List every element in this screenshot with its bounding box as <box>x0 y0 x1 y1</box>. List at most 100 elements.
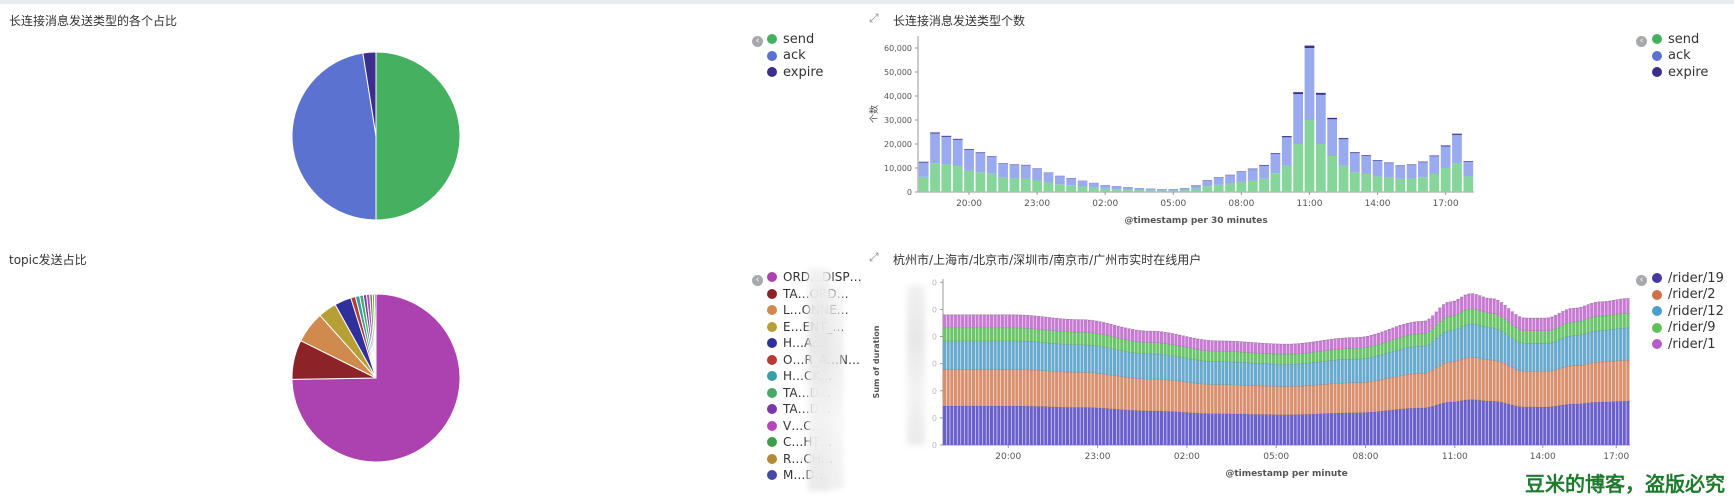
bar-rider2-114[interactable] <box>1355 382 1359 413</box>
bar-rider19-79[interactable] <box>1228 413 1232 445</box>
bar-rider1-32[interactable] <box>1058 318 1062 332</box>
bar-rider19-47[interactable] <box>1112 409 1117 445</box>
bar-rider9-151[interactable] <box>1488 313 1493 328</box>
bar-rider19-113[interactable] <box>1351 412 1355 445</box>
bar-rider12-174[interactable] <box>1572 335 1576 366</box>
bar-rider2-137[interactable] <box>1438 365 1442 404</box>
legend-item-type-1[interactable]: ack <box>767 48 823 65</box>
bar-rider1-135[interactable] <box>1431 315 1435 329</box>
bar-rider9-104[interactable] <box>1319 351 1323 362</box>
legend-item-type-0[interactable]: send <box>767 31 823 48</box>
bar-rider2-60[interactable] <box>1159 379 1164 412</box>
bar-rider12-173[interactable] <box>1568 335 1572 366</box>
bar-rider19-116[interactable] <box>1362 412 1366 445</box>
bar-rider2-72[interactable] <box>1203 384 1207 414</box>
bar-rider1-100[interactable] <box>1304 342 1308 354</box>
bar-rider2-7[interactable] <box>968 369 972 406</box>
bar-rider2-85[interactable] <box>1250 385 1254 415</box>
bar-rider19-34[interactable] <box>1065 407 1070 445</box>
bar-rider1-39[interactable] <box>1084 319 1088 333</box>
bar-rider12-41[interactable] <box>1091 345 1095 373</box>
bar-rider2-86[interactable] <box>1253 385 1258 415</box>
bar-rider2-154[interactable] <box>1499 362 1503 403</box>
bar-rider12-182[interactable] <box>1601 330 1605 362</box>
bar-rider2-177[interactable] <box>1582 364 1587 404</box>
bar-rider1-37[interactable] <box>1076 319 1080 333</box>
bar-rider12-103[interactable] <box>1315 362 1319 385</box>
bar-rider2-98[interactable] <box>1297 386 1301 415</box>
bar-rider12-100[interactable] <box>1304 363 1308 386</box>
bar-rider19-182[interactable] <box>1601 402 1605 445</box>
bar-rider19-99[interactable] <box>1300 414 1305 445</box>
bar-rider1-138[interactable] <box>1441 304 1446 319</box>
bar-rider2-186[interactable] <box>1615 360 1619 402</box>
bar-rider19-118[interactable] <box>1369 412 1373 445</box>
bar-rider2-172[interactable] <box>1564 366 1568 405</box>
bar-rider19-168[interactable] <box>1550 406 1554 445</box>
bar-rider2-27[interactable] <box>1040 370 1044 407</box>
bar-rider12-176[interactable] <box>1579 334 1583 366</box>
bar-rider1-110[interactable] <box>1340 338 1344 349</box>
bar-rider9-153[interactable] <box>1496 314 1500 330</box>
bar-rider19-10[interactable] <box>979 405 983 445</box>
bar-rider19-149[interactable] <box>1481 400 1485 445</box>
bar-rider19-60[interactable] <box>1159 411 1164 445</box>
bar-rider1-64[interactable] <box>1174 334 1178 346</box>
bar-expire-41[interactable] <box>1384 162 1394 164</box>
bar-rider2-83[interactable] <box>1243 385 1247 415</box>
bar-rider2-31[interactable] <box>1055 371 1059 407</box>
bar-rider2-158[interactable] <box>1514 369 1518 406</box>
bar-rider9-65[interactable] <box>1178 346 1182 358</box>
bar-ack-28[interactable] <box>1236 171 1247 182</box>
bar-rider12-64[interactable] <box>1174 356 1178 381</box>
bar-rider12-164[interactable] <box>1535 343 1540 372</box>
bar-rider19-161[interactable] <box>1525 406 1529 445</box>
bar-send-36[interactable] <box>1327 156 1338 192</box>
bar-rider2-165[interactable] <box>1539 371 1543 407</box>
bar-rider12-165[interactable] <box>1539 343 1543 372</box>
bar-rider9-48[interactable] <box>1116 337 1120 350</box>
bar-rider9-3[interactable] <box>953 327 957 341</box>
bar-rider2-131[interactable] <box>1416 373 1420 408</box>
bar-rider12-158[interactable] <box>1514 340 1518 370</box>
expand-icon[interactable]: ⤢ <box>869 11 879 25</box>
bar-rider9-159[interactable] <box>1517 329 1521 343</box>
bar-rider12-44[interactable] <box>1102 346 1106 374</box>
bar-rider1-167[interactable] <box>1546 317 1550 331</box>
bar-rider9-112[interactable] <box>1347 348 1352 360</box>
bar-rider9-82[interactable] <box>1239 352 1243 363</box>
bar-rider9-77[interactable] <box>1221 351 1225 362</box>
bar-rider1-88[interactable] <box>1261 343 1265 354</box>
bar-rider9-73[interactable] <box>1206 350 1211 362</box>
bar-rider2-89[interactable] <box>1264 386 1268 415</box>
bar-rider1-78[interactable] <box>1225 340 1229 352</box>
bar-rider1-70[interactable] <box>1196 338 1200 350</box>
bar-rider2-61[interactable] <box>1163 379 1167 412</box>
bar-ack-19[interactable] <box>1134 188 1145 191</box>
bar-rider12-22[interactable] <box>1022 341 1026 370</box>
bar-rider12-30[interactable] <box>1051 343 1055 372</box>
bar-rider1-128[interactable] <box>1405 323 1409 336</box>
bar-rider1-118[interactable] <box>1369 335 1373 347</box>
bar-rider9-44[interactable] <box>1102 334 1106 347</box>
bar-rider12-71[interactable] <box>1199 360 1203 384</box>
bar-rider1-168[interactable] <box>1550 316 1554 330</box>
bar-rider19-30[interactable] <box>1051 406 1055 445</box>
bar-rider9-101[interactable] <box>1308 352 1312 363</box>
bar-ack-3[interactable] <box>952 139 963 167</box>
bar-send-24[interactable] <box>1191 188 1201 192</box>
bar-rider9-10[interactable] <box>979 327 983 341</box>
bar-rider1-18[interactable] <box>1008 314 1012 328</box>
bar-rider9-147[interactable] <box>1474 309 1478 325</box>
bar-rider19-187[interactable] <box>1619 401 1623 445</box>
bar-rider9-165[interactable] <box>1539 330 1543 344</box>
bar-rider9-45[interactable] <box>1105 335 1109 348</box>
bar-rider2-170[interactable] <box>1557 368 1561 406</box>
bar-ack-29[interactable] <box>1247 169 1258 181</box>
bar-rider9-88[interactable] <box>1261 353 1265 364</box>
bar-rider9-157[interactable] <box>1510 325 1514 339</box>
bar-rider19-172[interactable] <box>1564 404 1568 445</box>
bar-rider2-180[interactable] <box>1593 362 1597 403</box>
bar-rider1-25[interactable] <box>1033 315 1037 329</box>
bar-rider19-96[interactable] <box>1290 414 1294 445</box>
